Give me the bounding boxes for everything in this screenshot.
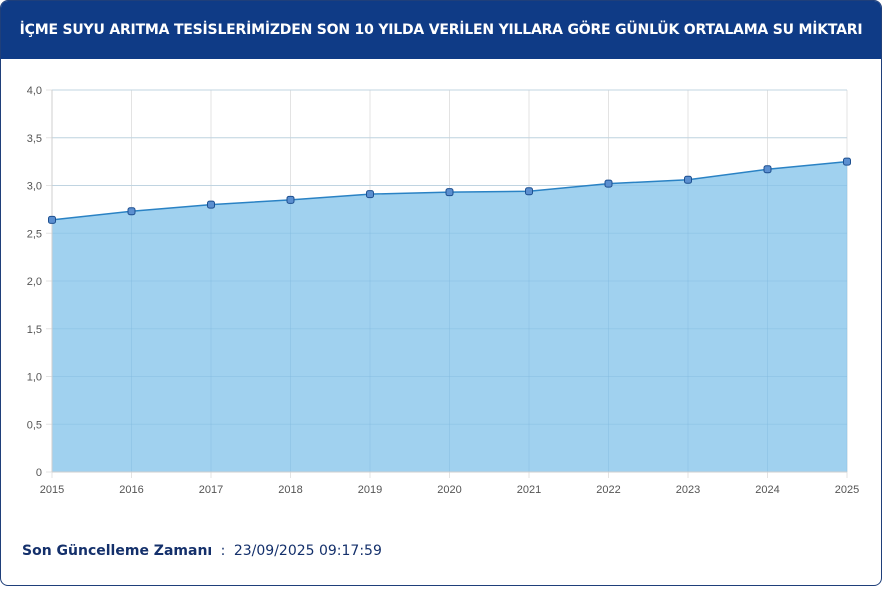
area-chart: 0 0,5 1,0 1,5 2,0 2,5 3,0 3,5 4,0 2015 2016 2017 201… [27,85,860,496]
data-point [48,215,56,224]
x-tick-label: 2024 [755,484,779,496]
x-tick-label: 2020 [437,484,461,496]
y-tick-label: 2,0 [27,276,42,288]
y-tick-label: 3,5 [27,133,42,145]
data-point [445,188,454,197]
x-tick-label: 2015 [40,484,64,496]
data-point [366,190,374,199]
x-tick-label: 2021 [517,484,541,496]
y-tick-label: 2,5 [27,228,42,240]
x-tick-label: 2023 [676,484,700,496]
last-update-separator: : [220,543,226,559]
data-point [207,200,215,209]
x-tick-label: 2017 [199,484,223,496]
y-tick-label: 3,0 [27,181,42,193]
chart-title: İÇME SUYU ARITMA TESİSLERİMİZDEN SON 10 … [1,1,881,59]
x-tick-label: 2025 [835,484,859,496]
y-tick-label: 1,0 [27,372,42,384]
last-update-label: Son Güncelleme Zamanı [22,543,213,559]
data-point [525,187,533,196]
y-tick-label: 0,5 [27,419,42,431]
last-update: Son Güncelleme Zamanı : 23/09/2025 09:17… [22,543,382,559]
y-tick-label: 1,5 [27,324,42,336]
data-point [604,179,613,188]
data-point [763,165,772,174]
data-point [684,175,692,184]
y-tick-label: 0 [36,467,42,479]
y-tick-label: 4,0 [27,85,42,97]
data-point [286,195,295,204]
data-point [127,207,136,216]
data-point [843,157,851,166]
x-tick-label: 2019 [358,484,382,496]
last-update-timestamp: 23/09/2025 09:17:59 [233,543,382,559]
x-tick-label: 2016 [119,484,143,496]
x-tick-label: 2018 [278,484,302,496]
x-tick-label: 2022 [596,484,620,496]
area-fill [52,161,847,472]
